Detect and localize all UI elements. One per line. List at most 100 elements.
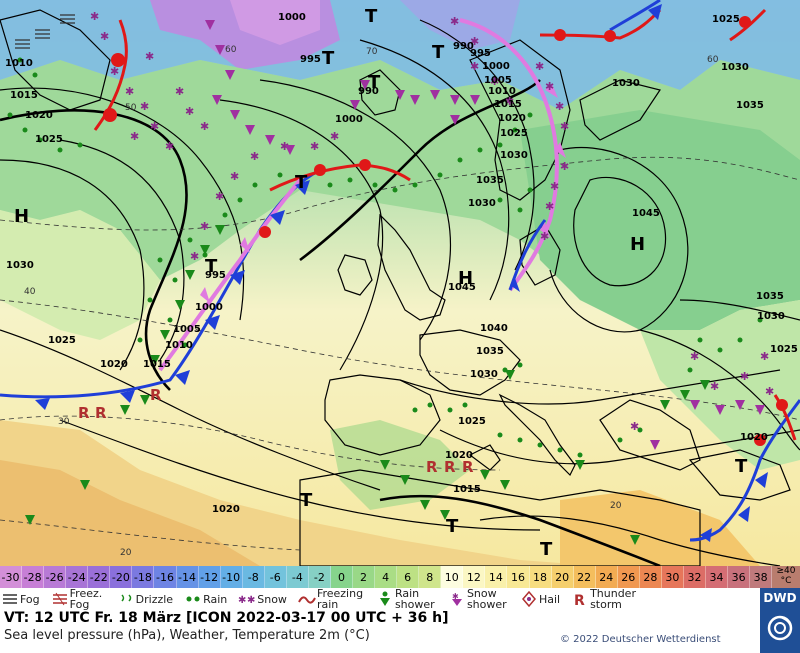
isobar-1015-line [0, 109, 188, 391]
low-pressure-center: T [365, 6, 378, 27]
rain-icon [183, 590, 203, 608]
occluded-front-barb [240, 237, 250, 253]
italy-coast [498, 393, 576, 477]
legend-freezing-fog-label: Freez. Fog [69, 587, 103, 611]
legend-rain-shower: Rain shower [375, 588, 437, 610]
isobar-line [419, 19, 535, 271]
temperature-scale-cell: -2 [308, 566, 331, 588]
ireland-coast [337, 254, 373, 296]
temperature-scale-cell: 12 [463, 566, 486, 588]
legend-rain: Rain [183, 588, 227, 610]
svg-text:✱: ✱ [690, 350, 699, 363]
high-pressure-center: H [630, 234, 645, 255]
great-britain-coast [377, 213, 446, 321]
pressure-label: 1015 [494, 99, 522, 110]
pressure-label: 1025 [48, 335, 76, 346]
legend-freezing-rain: Freezing rain [297, 588, 365, 610]
cold-front-barb [120, 390, 135, 403]
north-africa-coast [299, 469, 701, 566]
svg-text:✱: ✱ [560, 160, 569, 173]
cold-front-barb [205, 315, 220, 330]
pressure-label: 1035 [756, 291, 784, 302]
temperature-scale-cell: -30 [0, 566, 23, 588]
svg-text:✱: ✱ [535, 60, 544, 73]
pressure-label: 1035 [476, 175, 504, 186]
legend-hail-label: Hail [538, 592, 561, 606]
temperature-scale-cell: 20 [551, 566, 574, 588]
isobar-line [399, 369, 781, 405]
svg-text:40: 40 [24, 287, 36, 297]
drizzle-icon [116, 590, 136, 608]
isobar-line [59, 419, 541, 531]
snow-icon: ✱ ✱ [237, 590, 257, 608]
svg-text:✱: ✱ [545, 80, 554, 93]
legend-rain-shower-label: Rain shower [394, 587, 435, 611]
temperature-scale-cell: 34 [706, 566, 729, 588]
legend-freezing-fog: Freez. Fog [50, 588, 106, 610]
temperature-scale-cell: -28 [22, 566, 45, 588]
pressure-label: 1010 [165, 340, 193, 351]
pressure-label: 1000 [482, 61, 510, 72]
occluded-front-barb [555, 142, 566, 158]
low-pressure-center: T [368, 72, 381, 93]
svg-text:✱: ✱ [330, 130, 339, 143]
temperature-scale-cell: 8 [419, 566, 442, 588]
cold-front-barb [648, 4, 662, 20]
warm-front-bump [103, 108, 117, 122]
occluded-front-barb [540, 222, 550, 238]
low-pressure-center: T [300, 490, 313, 511]
rain-symbols [7, 57, 763, 458]
svg-text:70: 70 [366, 47, 378, 57]
svg-text:✱: ✱ [140, 100, 149, 113]
legend-fog-label: Fog [20, 592, 40, 606]
svg-text:✱: ✱ [452, 592, 459, 601]
svg-text:✱: ✱ [470, 60, 479, 73]
legend-drizzle: Drizzle [116, 588, 173, 610]
legend-snow: ✱ ✱ Snow [237, 588, 287, 610]
temperature-isolines [0, 156, 800, 551]
pressure-label: 995 [470, 48, 491, 59]
pressure-centers: H H H T T T T T T T T T T [14, 6, 748, 560]
pressure-label: 1030 [470, 369, 498, 380]
legend-drizzle-label: Drizzle [135, 592, 174, 606]
isobars [0, 19, 800, 566]
isobar-line [219, 99, 384, 371]
temperature-scale-cell: 6 [397, 566, 420, 588]
pressure-label: 1000 [335, 114, 363, 125]
svg-text:✱: ✱ [238, 595, 246, 606]
pressure-label: 1020 [445, 450, 473, 461]
isobar-line [0, 329, 381, 491]
warm-front-bump [554, 29, 566, 41]
weather-map: ✱ ✱ ✱ ✱ ✱ ✱ ✱ ✱ ✱ ✱ ✱ ✱ ✱ ✱ ✱ ✱ ✱ ✱ ✱ ✱ ✱ ✱ ✱ ✱ ✱ ✱ ✱ ✱ ✱ ✱ … [0, 0, 800, 566]
pressure-label: 1030 [612, 78, 640, 89]
temperature-scale-cell: -10 [220, 566, 243, 588]
svg-text:✱: ✱ [760, 350, 769, 363]
svg-text:✱: ✱ [470, 35, 479, 48]
cold-front-southeast [689, 399, 800, 542]
weather-map-svg: ✱✱✱ ✱✱✱ ✱✱✱ ✱✱✱ ✱✱✱ ✱✱✱ ✱✱✱ ✱✱✱ ✱✱✱ ✱✱✱ … [0, 0, 800, 566]
temperature-scale-cell: -18 [132, 566, 155, 588]
temperature-scale-cell: 32 [683, 566, 706, 588]
cold-front-barb [700, 528, 712, 542]
temperature-scale: -30 -28 -26 -24 -22 -20 -18 -16 -14 -12 -10 -8 -6 -4-… [0, 566, 773, 588]
svg-text:✱: ✱ [550, 180, 559, 193]
coastlines [0, 9, 791, 566]
pressure-label: 1025 [712, 14, 740, 25]
isobar-line [379, 494, 661, 566]
svg-text:✱: ✱ [765, 385, 774, 398]
iberia-coast [324, 374, 441, 456]
svg-text:✱: ✱ [110, 65, 119, 78]
svg-text:✱: ✱ [710, 380, 719, 393]
temperature-scale-cell: 30 [661, 566, 684, 588]
cold-front-barb [270, 210, 285, 225]
rain-shower-icon [375, 590, 395, 608]
finland-coast [579, 79, 661, 141]
temperature-scale-cell: 38 [750, 566, 773, 588]
svg-text:✱: ✱ [200, 120, 209, 133]
isobar-line [259, 79, 451, 341]
legend-freezing-rain-label: Freezing rain [316, 587, 364, 611]
svg-text:✱: ✱ [130, 130, 139, 143]
svg-text:60: 60 [225, 45, 237, 55]
svg-text:R: R [426, 458, 438, 476]
warm-front-bump [314, 164, 326, 176]
